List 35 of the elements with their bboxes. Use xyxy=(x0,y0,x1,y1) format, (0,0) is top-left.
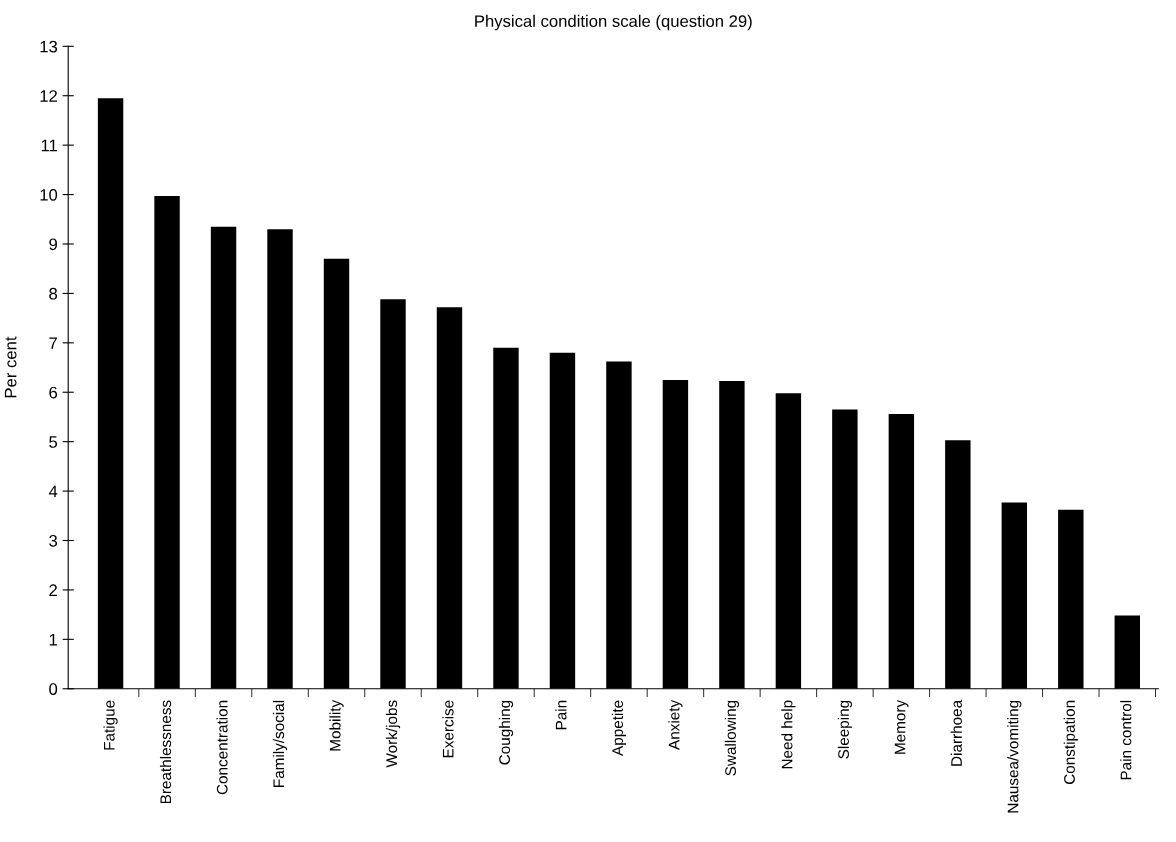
chart-title: Physical condition scale (question 29) xyxy=(475,14,752,31)
y-tick-label: 1 xyxy=(49,633,57,646)
x-tick-label: Pain xyxy=(555,700,567,730)
x-tick-label: Exercise xyxy=(442,700,454,758)
x-tick-label: Swallowing xyxy=(724,700,740,776)
y-tick-label: 2 xyxy=(49,584,57,596)
x-tick-label: Coughing xyxy=(498,700,514,765)
y-tick-label: 13 xyxy=(40,40,58,53)
x-tick-label: Anxiety xyxy=(668,699,683,750)
y-tick-label: 8 xyxy=(49,287,58,300)
x-tick-label: Breathlessness xyxy=(159,700,172,804)
x-tick-label: Diarrhoea xyxy=(950,699,962,766)
x-tick-label: Work/jobs xyxy=(385,700,401,768)
y-tick-label: 5 xyxy=(49,436,58,448)
x-tick-label: Family/social xyxy=(272,700,288,787)
y-axis-title: Per cent xyxy=(4,336,17,398)
y-tick-label: 3 xyxy=(49,534,58,547)
x-tick-label: Sleeping xyxy=(837,700,852,759)
x-tick-label: Pain control xyxy=(1120,700,1132,780)
y-tick-label: 4 xyxy=(48,485,58,498)
y-tick-label: 11 xyxy=(41,139,57,152)
x-tick-label: Concentration xyxy=(216,700,228,795)
x-tick-label: Fatigue xyxy=(103,700,118,750)
y-tick-label: 9 xyxy=(49,238,57,251)
x-tick-label: Constipation xyxy=(1063,700,1078,785)
y-tick-label: 6 xyxy=(49,386,58,399)
y-tick-label: 7 xyxy=(49,337,57,349)
x-tick-label: Need help xyxy=(781,700,796,769)
y-tick-label: 10 xyxy=(40,188,58,201)
y-tick-label: 12 xyxy=(40,90,57,102)
x-tick-label: Appetite xyxy=(611,700,627,756)
x-tick-label: Nausea/vomiting xyxy=(1007,700,1022,813)
x-tick-label: Mobility xyxy=(329,699,344,751)
x-tick-label: Memory xyxy=(894,699,909,754)
y-tick-label: 0 xyxy=(49,683,58,695)
